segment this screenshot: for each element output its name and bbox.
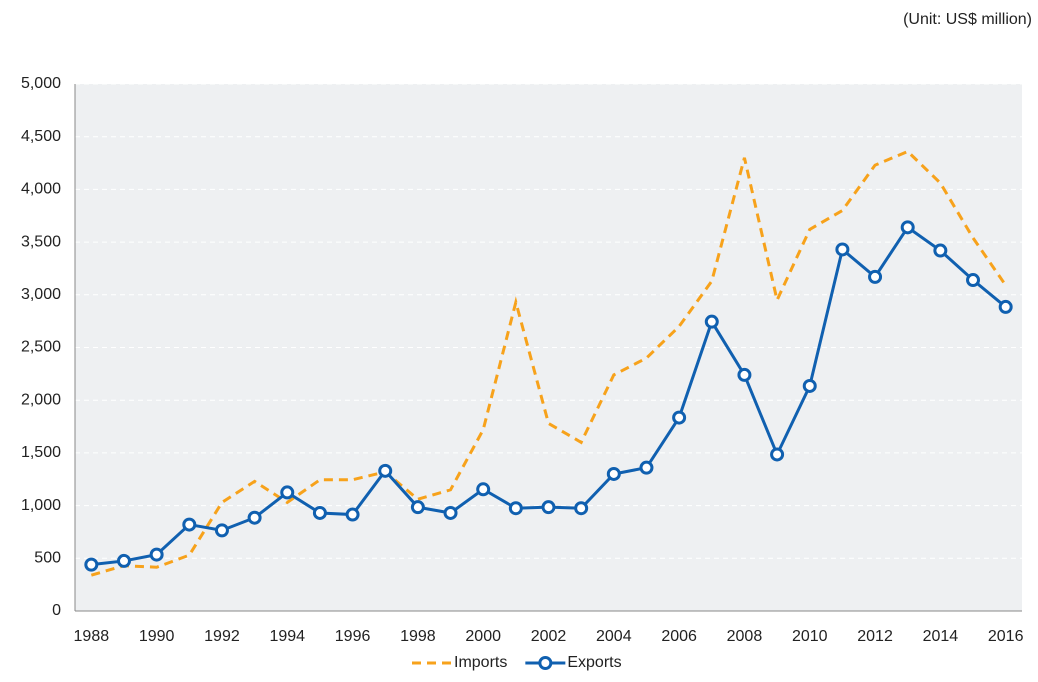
y-tick-label: 500 <box>34 550 61 567</box>
x-tick-label: 1994 <box>269 628 305 645</box>
point <box>966 273 981 288</box>
x-tick-label: 1996 <box>335 628 371 645</box>
point <box>476 482 491 497</box>
point <box>280 485 295 500</box>
x-tick-label: 1988 <box>74 628 110 645</box>
point <box>998 299 1013 314</box>
y-tick-label: 3,000 <box>21 286 61 303</box>
point <box>868 269 883 284</box>
y-tick-label: 2,000 <box>21 391 61 408</box>
point <box>410 500 425 515</box>
unit-note: (Unit: US$ million) <box>903 11 1032 28</box>
x-tick-label: 2010 <box>792 628 828 645</box>
point <box>84 557 99 572</box>
point <box>182 517 197 532</box>
point <box>508 501 523 516</box>
y-tick-label: 5,000 <box>21 75 61 92</box>
y-tick-label: 2,500 <box>21 339 61 356</box>
point <box>737 367 752 382</box>
y-tick-label: 4,500 <box>21 128 61 145</box>
x-tick-label: 1992 <box>204 628 240 645</box>
point <box>672 410 687 425</box>
x-tick-label: 1990 <box>139 628 175 645</box>
point <box>704 314 719 329</box>
point <box>541 500 556 515</box>
x-tick-label: 2008 <box>727 628 763 645</box>
point <box>900 220 915 235</box>
x-tick-label: 1998 <box>400 628 436 645</box>
x-tick-label: 2000 <box>465 628 501 645</box>
point <box>312 505 327 520</box>
point <box>933 243 948 258</box>
point <box>149 547 164 562</box>
point <box>770 447 785 462</box>
y-tick-label: 1,000 <box>21 497 61 514</box>
point <box>443 505 458 520</box>
x-tick-label: 2006 <box>661 628 697 645</box>
x-tick-label: 2002 <box>531 628 567 645</box>
legend-marker <box>538 656 553 670</box>
point <box>835 242 850 257</box>
x-tick-label: 2012 <box>857 628 893 645</box>
point <box>574 501 589 516</box>
point <box>606 466 621 481</box>
point <box>247 510 262 525</box>
point <box>639 460 654 475</box>
x-tick-label: 2004 <box>596 628 632 645</box>
y-tick-label: 1,500 <box>21 444 61 461</box>
point <box>116 553 131 568</box>
x-tick-label: 2016 <box>988 628 1024 645</box>
point <box>345 507 360 522</box>
y-tick-label: 4,000 <box>21 181 61 198</box>
legend-label: Imports <box>454 654 507 671</box>
legend-label: Exports <box>567 654 621 671</box>
point <box>802 378 817 393</box>
x-tick-label: 2014 <box>923 628 959 645</box>
point <box>214 523 229 538</box>
y-tick-label: 3,500 <box>21 233 61 250</box>
point <box>378 463 393 478</box>
y-tick-label: 0 <box>52 602 61 619</box>
